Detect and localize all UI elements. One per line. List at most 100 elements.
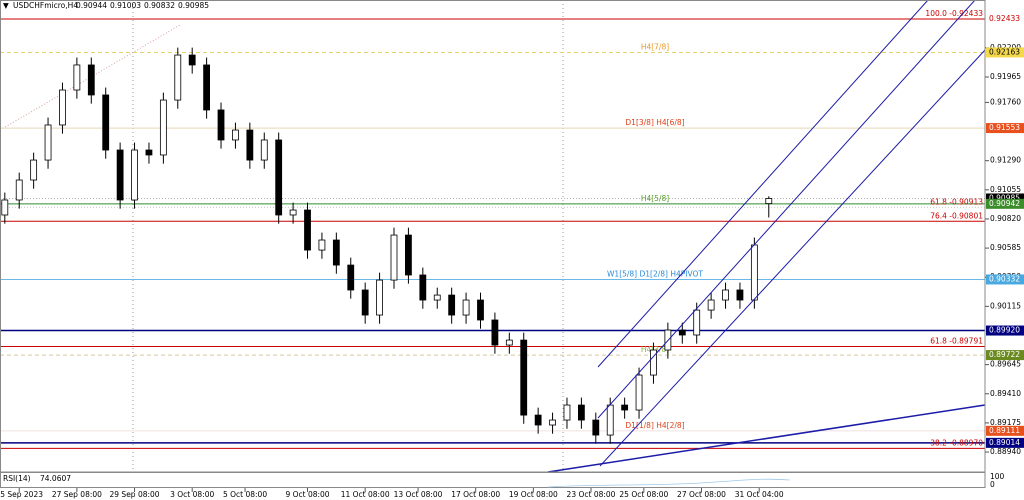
price-tag-label: 0.91553 xyxy=(989,123,1020,132)
price-tag-label: 0.90332 xyxy=(989,274,1020,283)
candle-body xyxy=(606,404,614,436)
candle-body xyxy=(491,319,499,346)
level-note: 61.8 -0.90913 xyxy=(930,197,983,206)
y-tick-label: 0.90115 xyxy=(990,301,1021,310)
candle-body xyxy=(563,404,571,421)
ohlc-value: 0.90944 xyxy=(76,1,107,10)
candle-body xyxy=(722,289,729,301)
candle-body xyxy=(419,274,427,301)
level-note: 61.8 -0.89791 xyxy=(930,337,983,346)
price-tag-label: 0.90942 xyxy=(989,199,1020,208)
candle-body xyxy=(174,54,182,101)
collapse-icon[interactable]: ▼ xyxy=(3,1,9,10)
price-tag-label: 0.92163 xyxy=(989,47,1020,56)
level-note: 76.4 -0.90801 xyxy=(930,211,983,220)
channel-line xyxy=(597,0,976,419)
candle-body xyxy=(275,139,283,216)
price-tag xyxy=(986,350,1024,361)
x-tick-label: 27 Sep 08:00 xyxy=(52,490,102,499)
candle-body xyxy=(678,329,686,336)
candle-body xyxy=(765,198,773,204)
y-tick-label: 0.91965 xyxy=(990,72,1021,81)
price-tag-label: 0.89722 xyxy=(989,350,1020,359)
candle-body xyxy=(30,159,38,181)
y-tick-label: 0.92200 xyxy=(990,43,1021,52)
x-tick-label: 3 Oct 08:00 xyxy=(170,490,214,499)
y-tick-label: 0.88940 xyxy=(990,447,1021,456)
candle-body xyxy=(477,299,484,321)
x-tick-label: 25 Sep 2023 xyxy=(0,490,43,499)
ohlc-value: 0.90832 xyxy=(144,1,175,10)
indicator-border xyxy=(0,472,986,488)
indicator-name: RSI(14) xyxy=(3,474,31,483)
y-tick-label: 0.91055 xyxy=(990,185,1021,194)
candle-body xyxy=(318,239,326,251)
candle-body xyxy=(145,149,153,156)
candle-body xyxy=(15,179,23,201)
indicator-value: 74.0607 xyxy=(40,474,71,483)
candle-body xyxy=(203,64,211,111)
price-tag xyxy=(986,425,1024,436)
candle-body xyxy=(577,404,585,421)
candle-body xyxy=(462,299,470,316)
x-tick-label: 23 Oct 08:00 xyxy=(567,490,616,499)
candle-body xyxy=(693,309,701,336)
candle-body xyxy=(246,129,254,161)
candle-body xyxy=(304,209,311,251)
candle-body xyxy=(650,349,657,376)
level-note: D1[3/8] H4[6/8] xyxy=(625,118,684,127)
candle-body xyxy=(549,419,556,426)
candle-body xyxy=(73,64,81,91)
price-tag xyxy=(986,325,1024,336)
price-tag xyxy=(986,274,1024,285)
level-note: H4[5/8] xyxy=(641,194,669,203)
candle-body xyxy=(750,244,758,301)
level-note: W1[5/8] D1[2/8] H4PIVOT xyxy=(607,269,703,278)
y-tick-label: 0.89410 xyxy=(990,389,1021,398)
ohlc-value: 0.91003 xyxy=(110,1,141,10)
candle-body xyxy=(102,94,110,151)
candle-body xyxy=(332,239,340,266)
x-tick-label: 9 Oct 08:00 xyxy=(285,490,329,499)
candle-body xyxy=(448,294,456,316)
candle-body xyxy=(621,404,629,411)
candle-body xyxy=(159,99,167,156)
y-tick-label: 0.90820 xyxy=(990,214,1021,223)
x-tick-label: 19 Oct 08:00 xyxy=(509,490,558,499)
indicator-tick-label: 0 xyxy=(990,480,995,489)
price-tag xyxy=(986,47,1024,58)
y-tick-label: 0.90585 xyxy=(990,243,1021,252)
candle-body xyxy=(361,289,369,316)
price-tag xyxy=(986,123,1024,134)
price-tag xyxy=(986,198,1024,209)
channel-line xyxy=(597,0,929,368)
ohlc-value: 0.90985 xyxy=(178,1,209,10)
candle-body xyxy=(592,419,600,436)
price-tag xyxy=(986,13,1024,24)
price-tag xyxy=(986,193,1024,204)
y-tick-label: 0.89645 xyxy=(990,360,1021,369)
price-tag xyxy=(986,437,1024,448)
price-tag-label: 0.92433 xyxy=(989,14,1020,23)
x-tick-label: 17 Oct 08:00 xyxy=(451,490,500,499)
x-tick-label: 31 Oct 04:00 xyxy=(735,490,784,499)
trend-line xyxy=(547,404,986,473)
candle-body xyxy=(87,64,95,96)
y-tick-label: 0.91760 xyxy=(990,97,1021,106)
x-tick-label: 5 Oct 08:00 xyxy=(223,490,267,499)
y-tick-label: 0.89175 xyxy=(990,418,1021,427)
candle-body xyxy=(217,109,225,141)
candle-body xyxy=(433,294,441,301)
candle-body xyxy=(390,234,398,281)
candle-body xyxy=(405,234,412,276)
level-note: D1[1/8] H4[2/8] xyxy=(625,421,684,430)
candle-body xyxy=(232,129,239,141)
indicator-line xyxy=(547,478,791,488)
candle-body xyxy=(188,54,196,66)
x-tick-label: 29 Sep 08:00 xyxy=(110,490,160,499)
candle-body xyxy=(376,279,383,316)
x-tick-label: 11 Oct 08:00 xyxy=(341,490,390,499)
channel-line xyxy=(599,49,986,467)
